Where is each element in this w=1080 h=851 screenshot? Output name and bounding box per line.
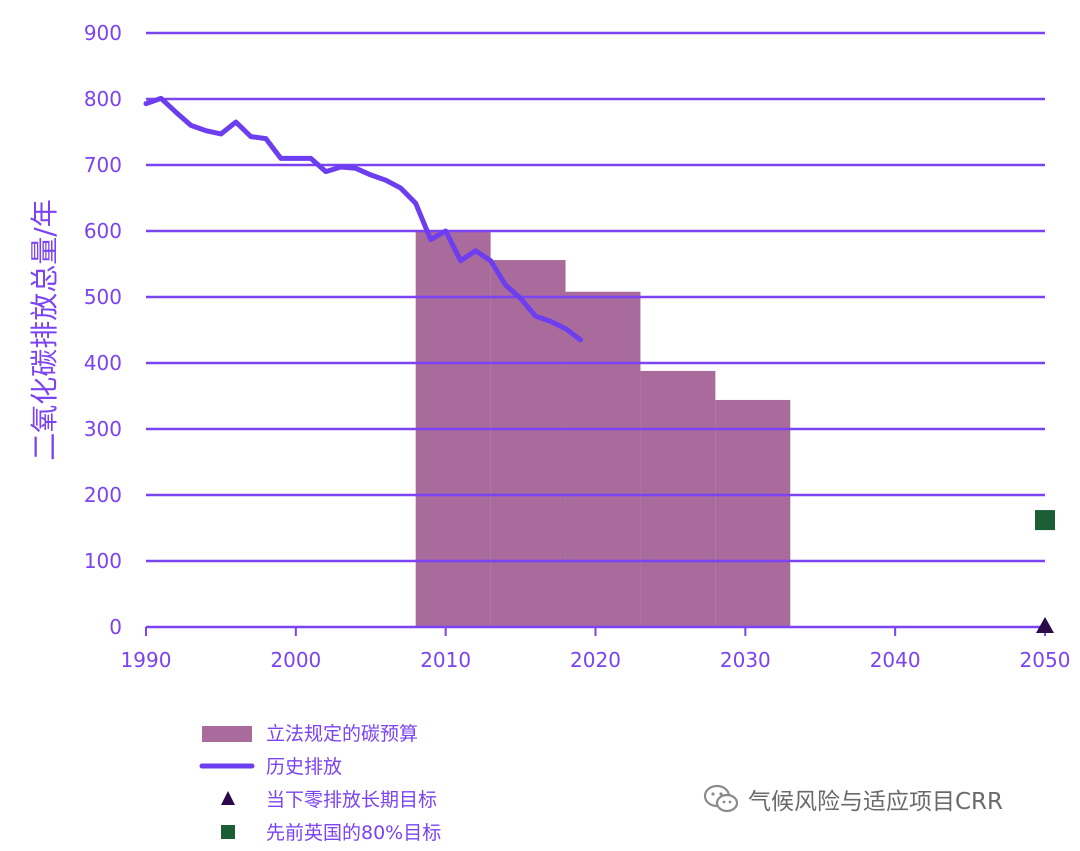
y-tick-label: 200 bbox=[84, 483, 122, 507]
legend-budget-swatch bbox=[202, 726, 252, 742]
history-series-line bbox=[143, 95, 584, 343]
legend-label: 先前英国的80%目标 bbox=[266, 822, 441, 844]
watermark: 气候风险与适应项目CRR bbox=[702, 782, 1003, 816]
legend-label: 立法规定的碳预算 bbox=[266, 723, 418, 745]
net-zero-target-marker bbox=[1036, 617, 1054, 633]
uk-80-target-marker bbox=[1035, 510, 1055, 531]
y-tick-label: 400 bbox=[84, 351, 122, 375]
legend-label: 历史排放 bbox=[266, 756, 342, 778]
budget-bar-2 bbox=[490, 260, 566, 627]
y-axis-title: 二氧化碳排放总量/年 bbox=[28, 199, 61, 460]
x-tick-label: 2010 bbox=[420, 648, 471, 672]
y-tick-label: 900 bbox=[84, 21, 122, 45]
wechat-icon bbox=[703, 784, 739, 813]
y-tick-label: 300 bbox=[84, 417, 122, 441]
legend-label: 当下零排放长期目标 bbox=[266, 789, 437, 811]
x-tick-label: 1990 bbox=[121, 648, 172, 672]
y-tick-label: 800 bbox=[84, 87, 122, 111]
y-tick-label: 600 bbox=[84, 219, 122, 243]
y-tick-label: 0 bbox=[109, 615, 122, 639]
x-tick-label: 2050 bbox=[1020, 648, 1071, 672]
legend-square-swatch bbox=[221, 825, 235, 839]
y-tick-label: 700 bbox=[84, 153, 122, 177]
budget-bar-5 bbox=[715, 399, 791, 627]
budget-bar-3 bbox=[565, 291, 641, 627]
budget-bar-4 bbox=[640, 370, 716, 627]
legend-triangle-swatch bbox=[221, 791, 235, 805]
y-tick-label: 500 bbox=[84, 285, 122, 309]
x-tick-label: 2020 bbox=[570, 648, 621, 672]
watermark-text: 气候风险与适应项目CRR bbox=[748, 789, 1004, 815]
y-tick-label: 100 bbox=[84, 549, 122, 573]
x-tick-label: 2030 bbox=[720, 648, 771, 672]
x-tick-label: 2040 bbox=[870, 648, 921, 672]
x-tick-label: 2000 bbox=[270, 648, 321, 672]
